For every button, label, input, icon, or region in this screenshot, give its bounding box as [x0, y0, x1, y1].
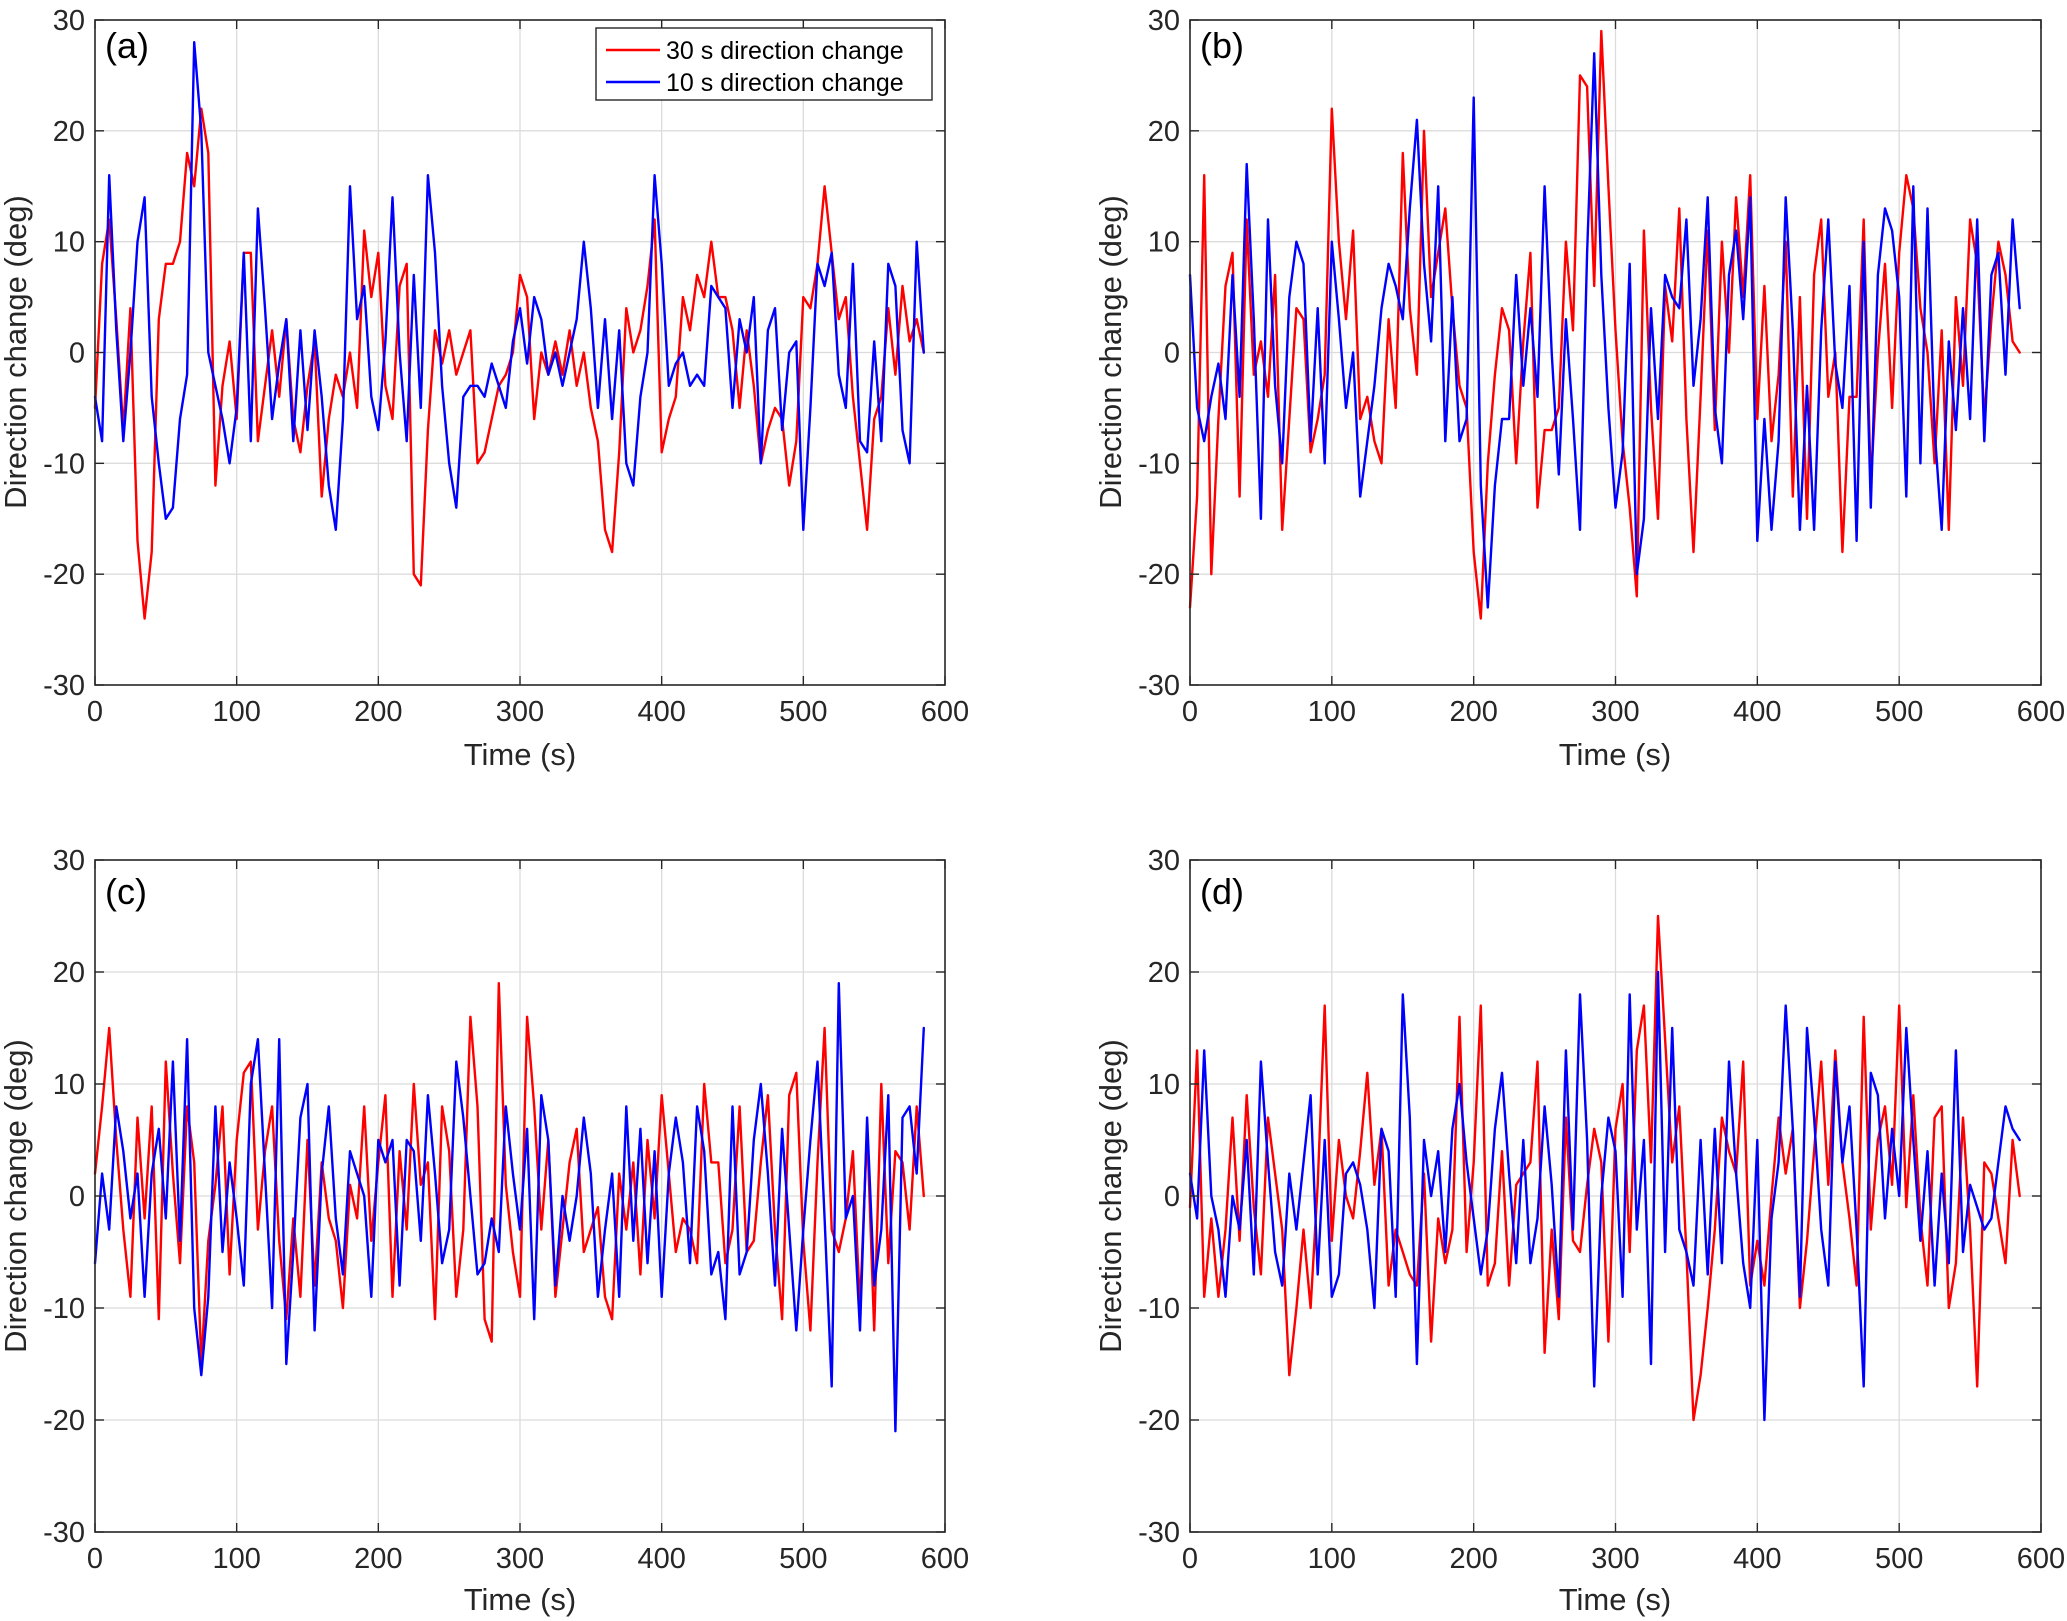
- axes: 0 100 200 300 400 500 600 -30 -20 -10 0 10 20 30: [43, 5, 969, 728]
- x-axis-label: Time (s): [464, 737, 577, 772]
- y-tick-label: -30: [43, 670, 85, 702]
- x-tick-label: 400: [637, 1543, 685, 1575]
- x-tick-label: 200: [1449, 1543, 1497, 1575]
- y-tick-label: 20: [1148, 957, 1180, 989]
- y-tick-label: 10: [53, 1069, 85, 1101]
- x-tick-label: 600: [921, 1543, 969, 1575]
- axes: 0 100 200 300 400 500 600 -30 -20 -10 0 10 20 30: [1138, 845, 2065, 1575]
- series-line-10-s-direction-change: [93, 982, 925, 1433]
- y-tick-label: -10: [43, 448, 85, 480]
- y-axis-label: Direction change (deg): [0, 1039, 33, 1353]
- y-tick-label: -10: [43, 1293, 85, 1325]
- x-tick-label: 600: [921, 696, 969, 728]
- gridlines: [95, 860, 945, 1532]
- x-tick-label: 500: [1875, 696, 1923, 728]
- y-tick-label: 30: [1148, 5, 1180, 37]
- series-line-10-s-direction-change: [1188, 970, 2021, 1422]
- x-tick-label: 100: [1308, 1543, 1356, 1575]
- x-tick-label: 300: [496, 696, 544, 728]
- y-tick-label: -10: [1138, 448, 1180, 480]
- legend-box: [595, 27, 933, 101]
- x-tick-label: 600: [2017, 696, 2065, 728]
- y-tick-label: 0: [69, 338, 85, 370]
- x-tick-label: 600: [2017, 1543, 2065, 1575]
- panel-label: (b): [1200, 25, 1244, 66]
- y-tick-label: -20: [1138, 559, 1180, 591]
- x-tick-label: 100: [212, 696, 260, 728]
- series-line-10-s-direction-change: [93, 41, 925, 531]
- axes: 0 100 200 300 400 500 600 -30 -20 -10 0 10 20 30: [1138, 5, 2065, 728]
- x-tick-label: 500: [779, 696, 827, 728]
- axes: 0 100 200 300 400 500 600 -30 -20 -10 0 10 20 30: [43, 845, 969, 1575]
- x-tick-label: 400: [1733, 1543, 1781, 1575]
- x-axis-label: Time (s): [1559, 1582, 1672, 1617]
- y-tick-label: 10: [1148, 227, 1180, 259]
- x-tick-label: 0: [1182, 696, 1198, 728]
- x-tick-label: 500: [779, 1543, 827, 1575]
- x-tick-label: 0: [87, 696, 103, 728]
- x-axis-label: Time (s): [464, 1582, 577, 1617]
- x-tick-label: 300: [1591, 696, 1639, 728]
- legend-label-10s: 10 s direction change: [666, 69, 904, 97]
- panel-label: (a): [105, 25, 149, 66]
- x-tick-label: 200: [354, 1543, 402, 1575]
- y-tick-label: -20: [43, 559, 85, 591]
- x-tick-label: 200: [354, 696, 402, 728]
- series-line-10-s-direction-change: [1188, 52, 2021, 609]
- y-tick-label: 20: [53, 116, 85, 148]
- x-tick-label: 500: [1875, 1543, 1923, 1575]
- x-tick-label: 200: [1449, 696, 1497, 728]
- y-tick-label: 0: [1164, 1181, 1180, 1213]
- y-tick-label: -30: [1138, 670, 1180, 702]
- series-layer: [1188, 914, 2021, 1422]
- y-axis-label: Direction change (deg): [1093, 1039, 1128, 1353]
- y-tick-label: 0: [1164, 338, 1180, 370]
- x-tick-label: 300: [1591, 1543, 1639, 1575]
- series-layer: [93, 982, 925, 1433]
- y-tick-label: -30: [1138, 1517, 1180, 1549]
- x-tick-label: 0: [87, 1543, 103, 1575]
- series-line-30-s-direction-change: [1188, 29, 2021, 620]
- legend-label-30s: 30 s direction change: [666, 37, 904, 65]
- y-tick-label: 30: [1148, 845, 1180, 877]
- x-tick-label: 300: [496, 1543, 544, 1575]
- y-tick-label: 30: [53, 845, 85, 877]
- x-tick-label: 0: [1182, 1543, 1198, 1575]
- gridlines: [1190, 20, 2041, 685]
- legend: 30 s direction change 10 s direction cha…: [595, 27, 933, 101]
- series-line-30-s-direction-change: [1188, 914, 2021, 1422]
- y-tick-label: 0: [69, 1181, 85, 1213]
- gridlines: [95, 20, 945, 685]
- y-tick-label: 20: [53, 957, 85, 989]
- x-tick-label: 100: [212, 1543, 260, 1575]
- y-tick-label: -20: [1138, 1405, 1180, 1437]
- series-layer: [93, 41, 925, 620]
- panel-label: (c): [105, 871, 147, 912]
- y-tick-label: 30: [53, 5, 85, 37]
- y-tick-label: 10: [53, 227, 85, 259]
- y-tick-label: -20: [43, 1405, 85, 1437]
- series-line-30-s-direction-change: [93, 982, 925, 1366]
- y-tick-label: 10: [1148, 1069, 1180, 1101]
- y-tick-label: 20: [1148, 116, 1180, 148]
- y-axis-label: Direction change (deg): [1093, 195, 1128, 509]
- series-layer: [1188, 29, 2021, 620]
- x-tick-label: 100: [1308, 696, 1356, 728]
- panel-label: (d): [1200, 871, 1244, 912]
- x-tick-label: 400: [1733, 696, 1781, 728]
- y-tick-label: -30: [43, 1517, 85, 1549]
- x-tick-label: 400: [637, 696, 685, 728]
- y-tick-label: -10: [1138, 1293, 1180, 1325]
- y-axis-label: Direction change (deg): [0, 195, 33, 509]
- x-axis-label: Time (s): [1559, 737, 1672, 772]
